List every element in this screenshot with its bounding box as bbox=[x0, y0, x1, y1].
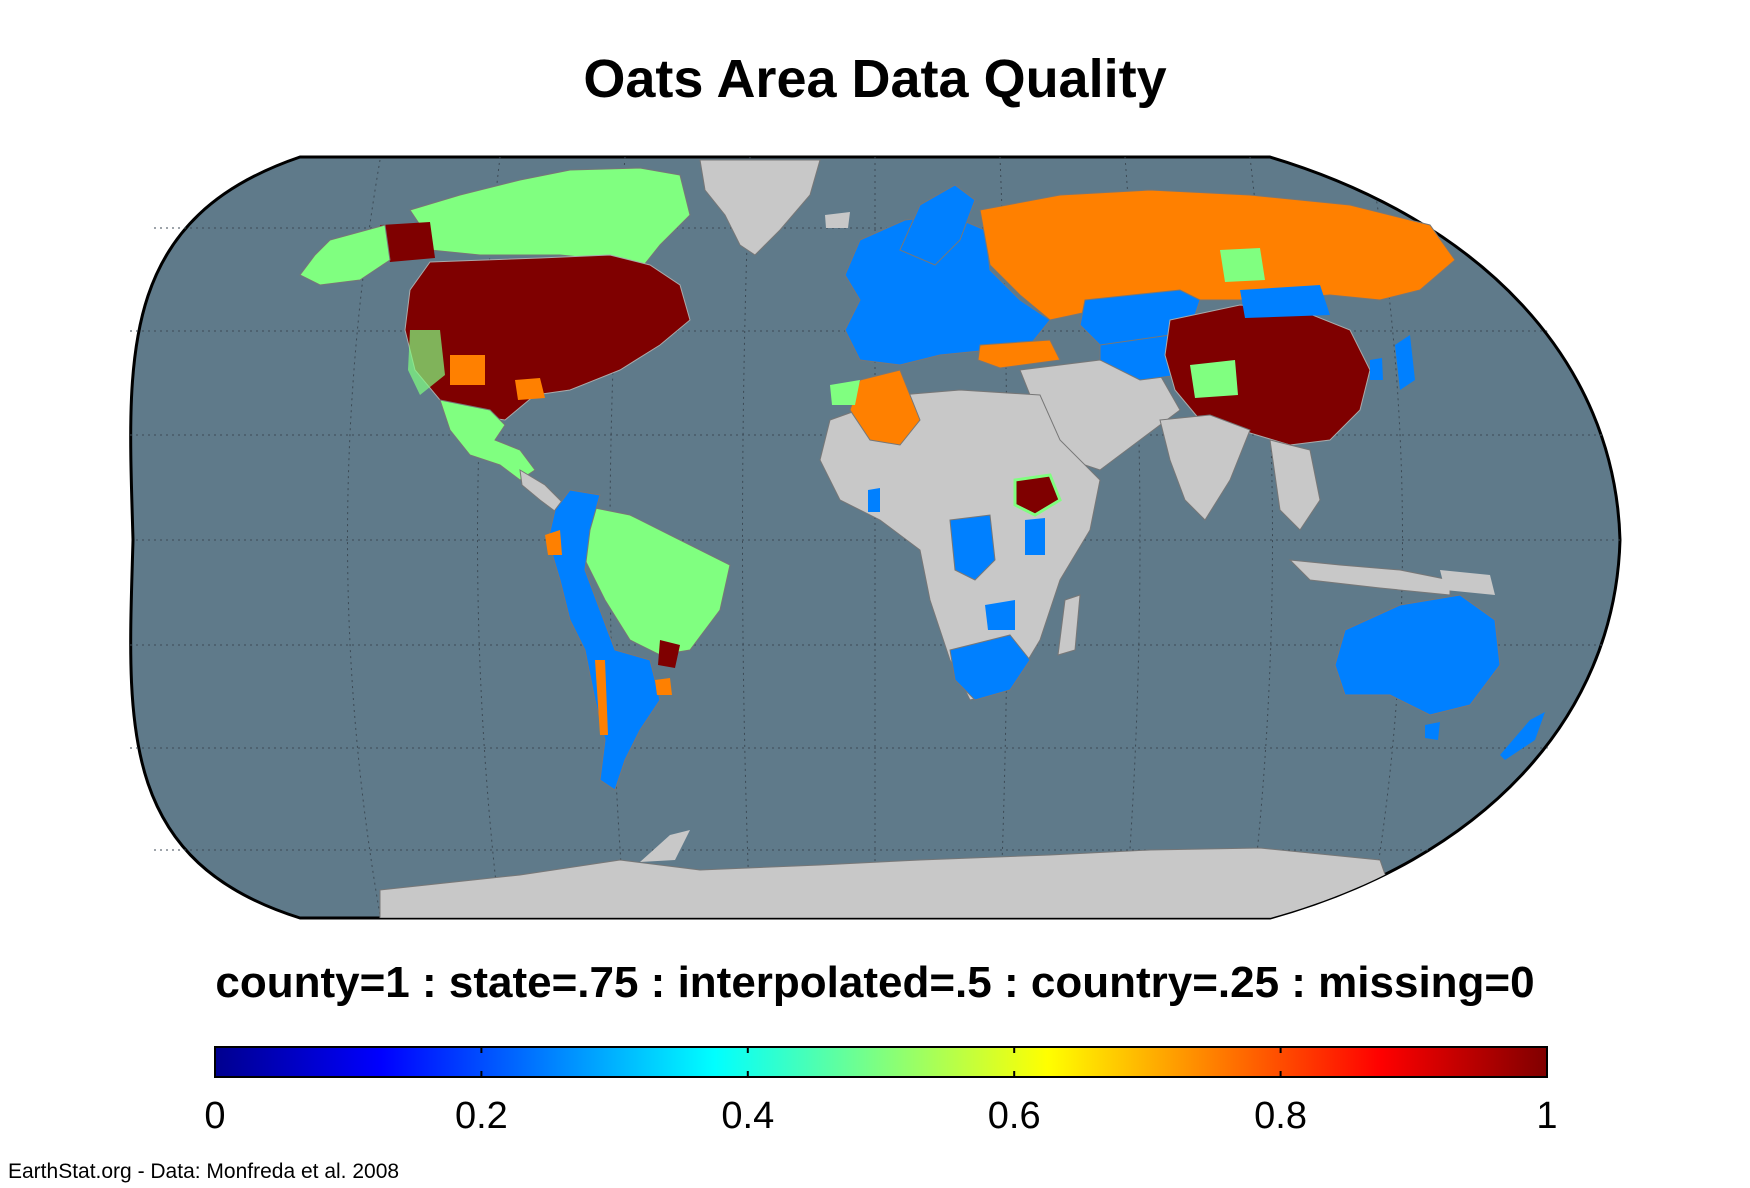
greenland bbox=[699, 159, 821, 256]
morocco-interpolated bbox=[830, 380, 860, 405]
antarctica bbox=[379, 847, 1401, 918]
colorbar-tick-labels: 0 0.2 0.4 0.6 0.8 1 bbox=[204, 1095, 1557, 1137]
australia bbox=[1334, 594, 1501, 716]
colorbar-tick-label: 0.6 bbox=[988, 1095, 1041, 1137]
iceland bbox=[825, 212, 850, 228]
colorbar-tick-label: 0 bbox=[204, 1095, 225, 1137]
uruguay-state bbox=[655, 678, 672, 695]
ecuador-state bbox=[545, 530, 562, 555]
southeast-asia bbox=[1269, 439, 1321, 531]
antarctic-peninsula bbox=[640, 830, 690, 862]
world-map bbox=[129, 155, 1622, 920]
colorbar-tick-label: 0.8 bbox=[1254, 1095, 1307, 1137]
colorbar-tick-label: 0.4 bbox=[721, 1095, 774, 1137]
china-west-interpolated bbox=[1190, 360, 1238, 398]
usa-west-interpolated bbox=[408, 330, 445, 395]
colorbar-gradient bbox=[214, 1046, 1548, 1078]
ghana-country bbox=[868, 488, 880, 512]
colorbar-tick-label: 0.2 bbox=[455, 1095, 508, 1137]
russia-interpolated bbox=[1220, 248, 1265, 282]
canada-yukon bbox=[380, 222, 435, 262]
scandinavia bbox=[899, 184, 976, 266]
chile-state bbox=[595, 660, 608, 735]
map-title: Oats Area Data Quality bbox=[583, 49, 1167, 109]
ethiopia-county bbox=[1013, 473, 1062, 517]
credit-line: EarthStat.org - Data: Monfreda et al. 20… bbox=[8, 1160, 400, 1183]
southern-africa-country bbox=[949, 634, 1031, 701]
colorbar-ticks bbox=[214, 1047, 1548, 1077]
japan bbox=[1395, 335, 1415, 390]
uk-ireland bbox=[860, 250, 880, 288]
korea bbox=[1370, 358, 1383, 380]
south-america-west bbox=[547, 489, 661, 791]
tasmania bbox=[1425, 722, 1440, 740]
legend-caption: county=1 : state=.75 : interpolated=.5 :… bbox=[215, 958, 1535, 1007]
canada-arctic bbox=[409, 167, 691, 271]
alaska bbox=[299, 224, 391, 286]
russia bbox=[979, 189, 1456, 321]
usa-state-patch-2 bbox=[515, 378, 545, 400]
new-zealand bbox=[1500, 712, 1545, 760]
india bbox=[1159, 414, 1251, 521]
brazil-south-county bbox=[658, 640, 680, 668]
usa-state-patch-1 bbox=[450, 355, 485, 385]
turkey bbox=[977, 339, 1061, 369]
kenya-country bbox=[1025, 518, 1045, 555]
madagascar bbox=[1057, 594, 1081, 656]
colorbar-tick-label: 1 bbox=[1536, 1095, 1557, 1137]
new-guinea bbox=[1440, 570, 1495, 595]
zimbabwe-country bbox=[985, 600, 1015, 630]
central-asia bbox=[1099, 334, 1181, 381]
mexico bbox=[439, 399, 536, 481]
congo-country bbox=[949, 514, 996, 581]
algeria-state bbox=[849, 369, 921, 446]
mongolia bbox=[1240, 285, 1330, 318]
